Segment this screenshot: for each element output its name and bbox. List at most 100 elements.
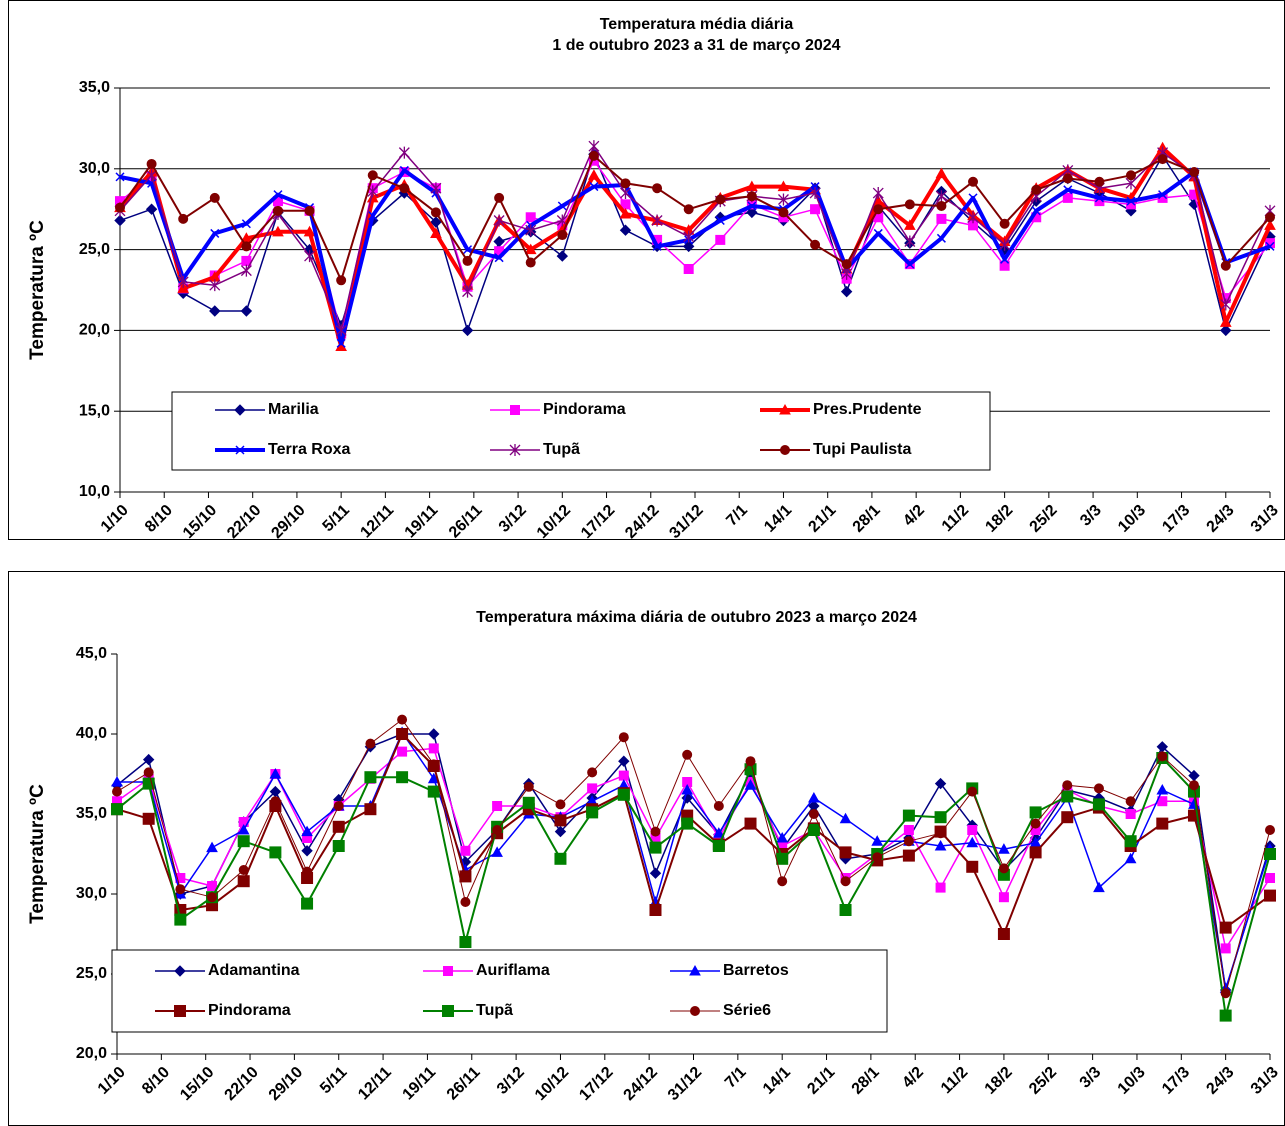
marker <box>1188 780 1199 791</box>
marker <box>1062 192 1073 203</box>
marker <box>241 241 252 252</box>
marker <box>682 240 695 253</box>
marker <box>1126 196 1136 206</box>
marker <box>524 243 537 255</box>
marker <box>999 218 1010 229</box>
marker <box>396 728 409 740</box>
legend-label: Adamantina <box>208 962 300 979</box>
y-tick-label: 25,0 <box>76 965 107 982</box>
y-tick-label: 30,0 <box>79 160 110 177</box>
marker <box>1220 943 1231 954</box>
marker <box>209 192 220 203</box>
marker <box>902 809 915 822</box>
marker <box>399 165 409 175</box>
marker <box>587 767 598 778</box>
marker <box>555 799 566 810</box>
marker <box>556 214 568 227</box>
marker <box>1219 921 1232 934</box>
marker <box>1265 241 1275 251</box>
marker <box>240 305 253 317</box>
marker <box>1265 825 1275 835</box>
marker <box>934 839 947 851</box>
marker <box>967 825 978 835</box>
marker <box>586 806 599 819</box>
marker <box>810 182 820 192</box>
chart: Temperatura média diária 1 de outubro 202… <box>8 0 1285 542</box>
y-tick-label: 20,0 <box>79 322 110 339</box>
marker <box>871 835 884 846</box>
marker <box>303 225 316 237</box>
marker <box>397 746 408 757</box>
marker <box>778 193 789 206</box>
marker <box>651 214 663 227</box>
marker <box>115 202 125 213</box>
marker <box>588 150 599 161</box>
marker <box>934 811 947 824</box>
marker <box>240 264 252 277</box>
marker <box>1062 173 1073 184</box>
marker <box>1061 790 1074 803</box>
marker <box>1125 796 1136 807</box>
marker <box>841 267 853 280</box>
marker <box>618 755 630 767</box>
marker <box>1158 190 1168 200</box>
y-tick-label: 40,0 <box>76 725 107 742</box>
marker <box>494 192 505 203</box>
marker <box>142 777 155 790</box>
marker <box>1125 170 1136 181</box>
marker <box>1157 751 1168 762</box>
marker <box>649 841 662 854</box>
marker <box>649 867 662 879</box>
marker <box>997 928 1010 940</box>
marker <box>1029 846 1042 859</box>
marker <box>873 228 883 238</box>
marker <box>492 801 503 811</box>
marker <box>1062 780 1073 791</box>
marker <box>304 250 316 263</box>
marker <box>1094 193 1104 203</box>
marker <box>554 814 567 827</box>
marker <box>427 785 440 798</box>
marker <box>364 803 377 816</box>
marker <box>777 180 790 192</box>
marker <box>174 913 187 926</box>
marker <box>683 263 694 274</box>
marker <box>619 208 632 219</box>
marker <box>713 801 724 811</box>
legend-label: Tupã <box>543 441 580 458</box>
marker <box>492 825 503 835</box>
marker <box>620 187 631 200</box>
marker <box>442 1005 454 1017</box>
marker <box>1093 881 1105 893</box>
marker <box>332 840 345 852</box>
marker <box>210 228 220 238</box>
marker <box>460 897 471 907</box>
marker <box>174 1005 186 1017</box>
marker <box>746 206 758 219</box>
marker <box>523 781 534 792</box>
marker <box>112 786 122 797</box>
marker <box>301 825 313 837</box>
y-tick-label: 15,0 <box>79 402 110 419</box>
marker <box>237 823 250 835</box>
marker <box>1031 206 1041 216</box>
marker <box>999 238 1011 251</box>
marker <box>493 214 505 227</box>
marker <box>841 259 852 270</box>
marker <box>333 801 344 811</box>
marker <box>175 884 186 895</box>
marker <box>209 279 221 292</box>
marker <box>269 767 282 779</box>
marker <box>872 852 883 863</box>
marker <box>744 817 757 830</box>
marker <box>525 224 537 237</box>
marker <box>589 182 599 192</box>
marker <box>272 225 284 237</box>
marker <box>462 245 473 255</box>
marker <box>810 204 821 215</box>
marker <box>780 445 790 455</box>
legend-label: Terra Roxa <box>268 441 351 458</box>
marker <box>966 836 979 848</box>
marker <box>777 876 788 887</box>
marker <box>935 167 948 179</box>
